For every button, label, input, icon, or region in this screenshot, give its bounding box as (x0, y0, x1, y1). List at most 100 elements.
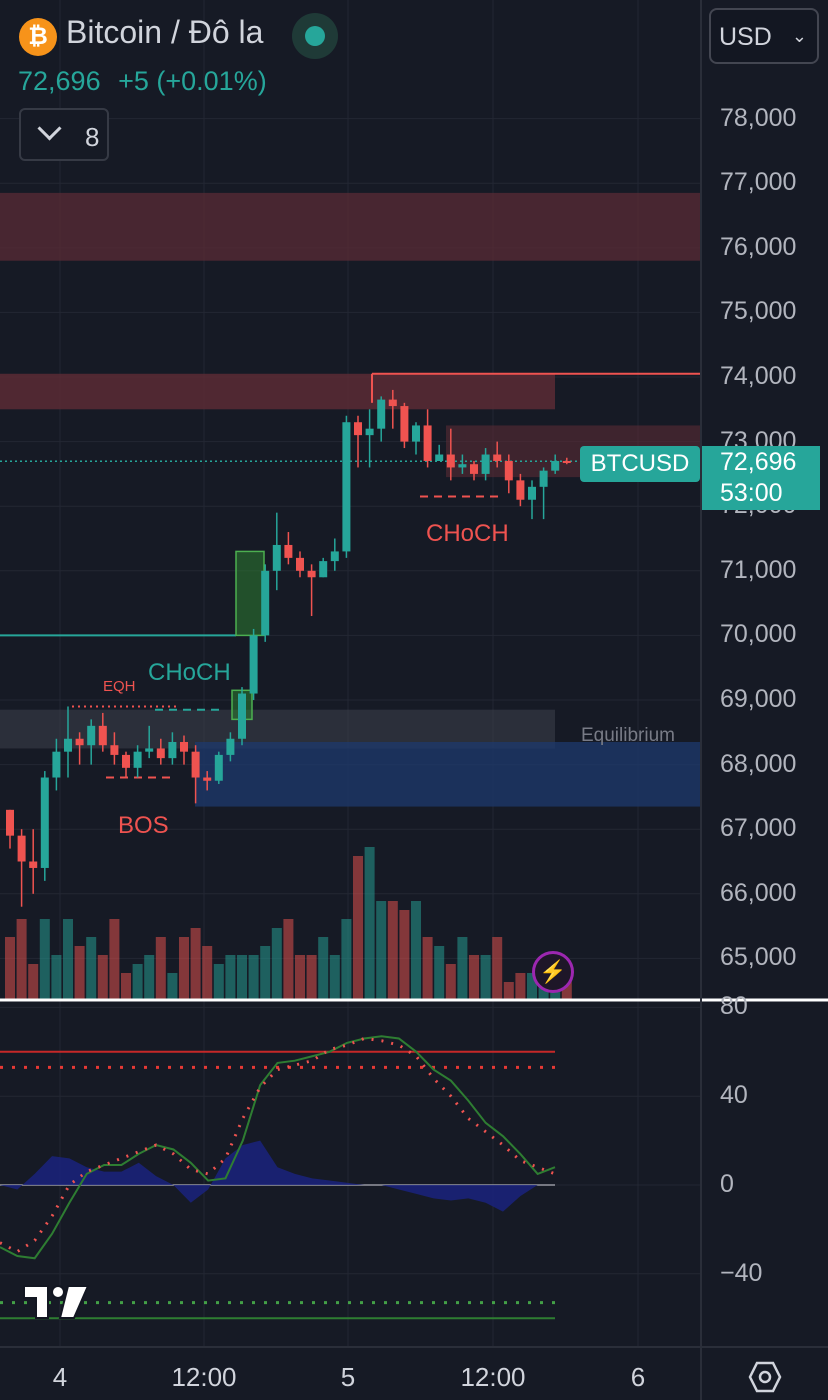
price-scale-label: 76,000 (720, 232, 797, 261)
time-scale-label: 12:00 (171, 1362, 237, 1392)
candle-body (29, 861, 38, 868)
candle-body (52, 751, 61, 778)
zone-premium-top (0, 192, 701, 261)
volume-bar (202, 946, 213, 1000)
volume-bar (318, 937, 329, 1000)
histogram-area (0, 1140, 555, 1212)
price-scale-label: 70,000 (720, 620, 797, 649)
candle-body (319, 561, 328, 578)
volume-bar (329, 955, 340, 1000)
market-status[interactable] (292, 13, 338, 59)
volume-bar (248, 955, 259, 1000)
price-change: +5 (+0.01%) (118, 66, 267, 96)
candle-body (388, 399, 397, 407)
candle-body (226, 738, 235, 755)
candle-body (110, 745, 119, 755)
volume-bar (492, 937, 503, 1000)
volume-bar (306, 955, 317, 1000)
oscillator-scale-label: 80 (720, 992, 748, 1021)
price-scale-label: 66,000 (720, 878, 797, 907)
candle-body (423, 425, 432, 461)
volume-bar (5, 937, 15, 1000)
time-scale-label: 12:00 (460, 1362, 526, 1392)
candle-body (272, 544, 281, 571)
volume-bar (527, 973, 537, 1000)
lightning-icon[interactable]: ⚡ (532, 951, 574, 993)
volume-bar (63, 919, 73, 1000)
candle-body (40, 777, 49, 868)
candle-body (238, 693, 246, 739)
candle-body (481, 454, 490, 474)
volume-bar (121, 973, 131, 1000)
last-price-tag: 72,696 53:00 (702, 446, 820, 510)
price-scale-label: 78,000 (720, 103, 797, 132)
time-scale-label: 5 (340, 1362, 356, 1392)
candle-body (145, 748, 154, 752)
price-scale-label: 65,000 (720, 943, 797, 972)
status-dot-icon (305, 26, 325, 46)
volume-bar (51, 955, 62, 1000)
symbol-title[interactable]: Bitcoin / Đô la (66, 14, 264, 50)
candle-body (64, 738, 72, 752)
candle-body (203, 777, 212, 781)
signal-line (0, 1035, 556, 1260)
zone-supply (0, 373, 555, 410)
price-scale-label: 71,000 (720, 555, 797, 584)
volume-bar (225, 955, 236, 1000)
candle-body (377, 399, 386, 429)
candle-body (17, 835, 26, 862)
volume-bar (179, 937, 189, 1000)
candle-body (504, 460, 513, 481)
candle-body (261, 570, 270, 636)
volume-bar (364, 847, 375, 1000)
candle-body (6, 809, 14, 836)
volume-bar (132, 964, 143, 1000)
candle-body (458, 464, 467, 468)
volume-bar (445, 964, 456, 1000)
candles-layer (6, 389, 571, 907)
currency-label: USD (719, 23, 772, 51)
candle-body (180, 741, 188, 752)
volume-bar (283, 919, 294, 1000)
choch-label-bearish: CHoCH (426, 520, 509, 547)
bitcoin-icon: ₿ (19, 18, 57, 56)
volume-bar (97, 955, 108, 1000)
volume-bar (469, 955, 479, 1000)
price-scale-label: 68,000 (720, 749, 797, 778)
volume-bar (376, 901, 387, 1000)
settings-hexagon-icon[interactable] (748, 1360, 782, 1394)
candle-body (412, 425, 420, 442)
chevron-down-icon: ⌄ (791, 26, 807, 46)
candle-body (551, 460, 560, 471)
volume-bar (109, 919, 120, 1000)
time-scale-label: 4 (52, 1362, 68, 1392)
candle-body (330, 551, 339, 562)
candle-body (87, 725, 96, 746)
indicators-toggle-button[interactable]: 8 (19, 108, 109, 161)
candle-body (98, 725, 107, 746)
indicator-count: 8 (85, 122, 100, 152)
eqh-label: EQH (103, 678, 136, 695)
candle-body (365, 428, 374, 436)
currency-select[interactable]: USD ⌄ (709, 8, 819, 64)
oscillator-layer (0, 1035, 556, 1320)
volume-bar (457, 937, 468, 1000)
chevron-down-icon (37, 116, 62, 141)
volume-bar (353, 856, 363, 1000)
candle-body (493, 454, 502, 461)
equilibrium-label: Equilibrium (581, 725, 675, 746)
candle-body (528, 486, 536, 500)
volume-bar (341, 919, 352, 1000)
candle-body (354, 422, 362, 436)
volume-bar (28, 964, 39, 1000)
oscillator-scale-label: −40 (720, 1258, 763, 1287)
candle-body (133, 751, 142, 768)
candle-body (249, 635, 258, 694)
price-scale-label: 77,000 (720, 168, 797, 197)
tradingview-logo-icon[interactable] (22, 1282, 92, 1322)
candle-body (516, 480, 525, 500)
candle-body (562, 460, 571, 463)
candle-body (296, 557, 304, 571)
candle-body (191, 751, 200, 778)
